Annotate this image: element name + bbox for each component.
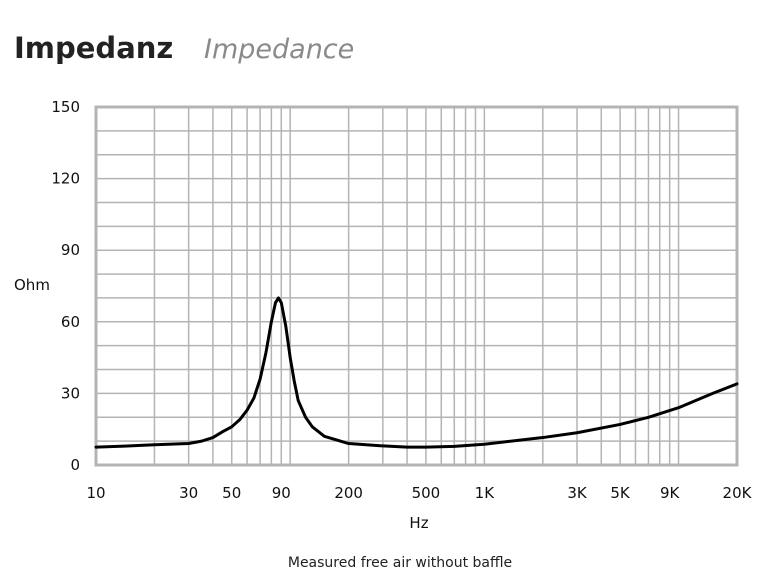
y-axis-ticks: 0 30 60 90 120 150 <box>51 98 80 474</box>
y-tick-label: 60 <box>61 313 80 331</box>
x-tick-label: 50 <box>222 484 241 502</box>
y-tick-label: 150 <box>51 98 80 116</box>
x-tick-label: 200 <box>334 484 363 502</box>
x-tick-label: 20K <box>723 484 753 502</box>
x-tick-label: 500 <box>412 484 441 502</box>
chart-caption: Measured free air without baffle <box>288 555 512 571</box>
chart-subtitle: Impedance <box>204 34 354 65</box>
plot-frame <box>94 105 739 467</box>
y-tick-label: 90 <box>61 241 80 259</box>
y-tick-label: 120 <box>51 170 80 188</box>
x-tick-label: 30 <box>179 484 198 502</box>
impedance-curve <box>94 296 739 449</box>
grid <box>95 106 738 466</box>
x-tick-label: 5K <box>610 484 631 502</box>
x-tick-label: 3K <box>567 484 588 502</box>
series-group <box>94 296 739 449</box>
x-axis-label: Hz <box>409 514 428 532</box>
y-tick-label: 0 <box>70 456 80 474</box>
chart-title: Impedanz <box>14 31 173 65</box>
x-tick-label: 1K <box>475 484 496 502</box>
x-tick-label: 10 <box>86 484 105 502</box>
x-tick-label: 9K <box>660 484 681 502</box>
x-tick-label: 90 <box>272 484 291 502</box>
x-axis-ticks: 10 30 50 90 200 500 1K 3K 5K 9K 20K <box>86 484 752 502</box>
y-axis-label: Ohm <box>14 276 50 294</box>
y-tick-label: 30 <box>61 384 80 402</box>
